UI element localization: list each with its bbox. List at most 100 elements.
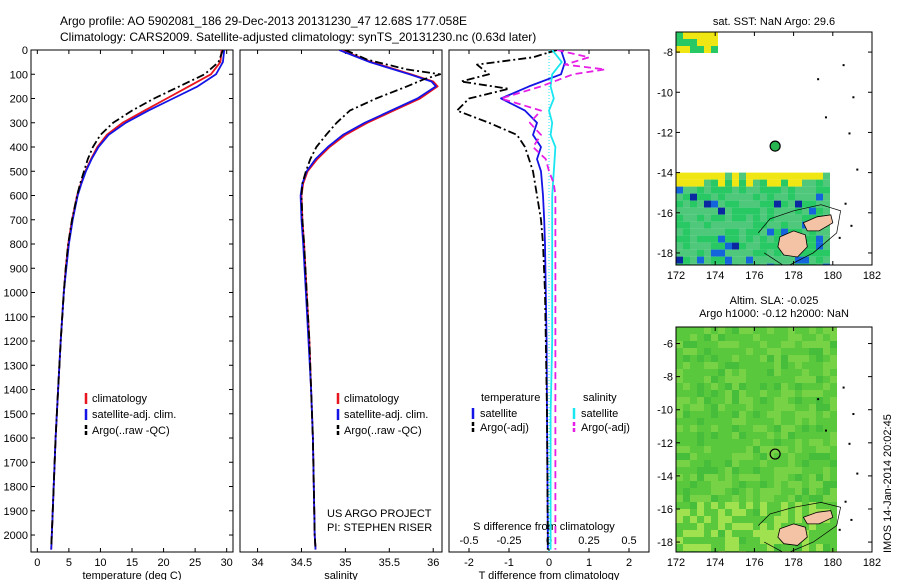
sla-cell [711, 425, 718, 432]
sst-cell [732, 263, 739, 265]
sla-cell [816, 544, 823, 551]
sla-cell [760, 397, 767, 404]
sst-cell [683, 179, 690, 187]
sst-cell [711, 214, 718, 222]
sla-cell [690, 334, 697, 341]
sst-cell [711, 221, 718, 229]
sla-cell [725, 432, 732, 439]
sla-cell [739, 362, 746, 369]
sst-cell [718, 172, 725, 180]
sla-cell [816, 355, 823, 362]
sla-cell [746, 376, 753, 383]
sst-cell [767, 186, 774, 194]
sla-cell [767, 467, 774, 474]
sla-cell [809, 537, 816, 544]
sla-cell [746, 467, 753, 474]
sla-cell [788, 341, 795, 348]
x-tick-label: 176 [745, 557, 763, 569]
sst-cell [683, 207, 690, 215]
sla-cell [760, 348, 767, 355]
sla-cell [683, 404, 690, 411]
sst-cell [823, 228, 830, 236]
sst-cell [746, 200, 753, 208]
sst-cell [781, 221, 788, 229]
sst-cell [725, 228, 732, 236]
sla-cell [697, 341, 704, 348]
sla-cell [732, 390, 739, 397]
sla-cell [753, 334, 760, 341]
sst-cell [809, 214, 816, 222]
sst-cell [704, 242, 711, 250]
sst-cell [809, 172, 816, 180]
sla-cell [725, 495, 732, 502]
sst-cell [718, 179, 725, 187]
sla-cell [816, 446, 823, 453]
sla-cell [683, 446, 690, 453]
x-tick-label: 20 [157, 557, 169, 569]
sst-cell [732, 193, 739, 201]
sla-cell [732, 502, 739, 509]
sla-cell [718, 523, 725, 530]
sla-cell [753, 383, 760, 390]
reef-dot [824, 116, 827, 119]
sst-cell [676, 172, 683, 180]
sst-cell [739, 256, 746, 264]
sla-cell [690, 341, 697, 348]
sst-cell [711, 249, 718, 257]
sst-cell [774, 207, 781, 215]
sst-cell [732, 200, 739, 208]
sla-cell [711, 334, 718, 341]
island-shape [802, 510, 834, 525]
sla-cell [830, 474, 837, 481]
sst-cell [725, 263, 732, 265]
sla-cell [809, 439, 816, 446]
sla-cell [753, 439, 760, 446]
sst-cell [767, 242, 774, 250]
sla-cell [697, 376, 704, 383]
sla-cell [704, 348, 711, 355]
sla-cell [690, 327, 697, 334]
sla-cell [823, 481, 830, 488]
sla-cell [711, 376, 718, 383]
sla-cell [704, 474, 711, 481]
sla-cell [704, 495, 711, 502]
sla-cell [718, 481, 725, 488]
sst-cell [823, 172, 830, 180]
sla-cell [704, 537, 711, 544]
x-tick-label: 2 [626, 557, 632, 569]
sst-cell [753, 249, 760, 257]
sst-cell [760, 207, 767, 215]
sla-cell [739, 425, 746, 432]
sla-cell [788, 355, 795, 362]
sla-cell [732, 397, 739, 404]
sla-cell [718, 425, 725, 432]
sla-cell [697, 537, 704, 544]
sla-cell [704, 376, 711, 383]
sst-cell [711, 242, 718, 250]
x-tick-label: 34.5 [291, 557, 312, 569]
sla-cell [823, 376, 830, 383]
y-tick-label: 500 [10, 166, 28, 178]
sla-cell [725, 467, 732, 474]
s-tick-label: -0.5 [460, 535, 479, 547]
sla-cell [823, 467, 830, 474]
sla-cell [795, 488, 802, 495]
sla-cell [760, 411, 767, 418]
sla-cell [753, 453, 760, 460]
sst-cell [676, 242, 683, 250]
sla-cell [697, 474, 704, 481]
legend-label: Argo(-adj) [480, 422, 529, 434]
sst-cell [725, 179, 732, 187]
sla-cell [809, 355, 816, 362]
sla-cell [718, 418, 725, 425]
sla-cell [802, 362, 809, 369]
sst-cell [746, 172, 753, 180]
sst-cell [767, 207, 774, 215]
sla-cell [746, 397, 753, 404]
sst-cell [788, 200, 795, 208]
sla-cell [760, 453, 767, 460]
reef-dot [856, 472, 859, 475]
sla-cell [809, 523, 816, 530]
sst-cell [704, 221, 711, 229]
sst-cell [767, 249, 774, 257]
